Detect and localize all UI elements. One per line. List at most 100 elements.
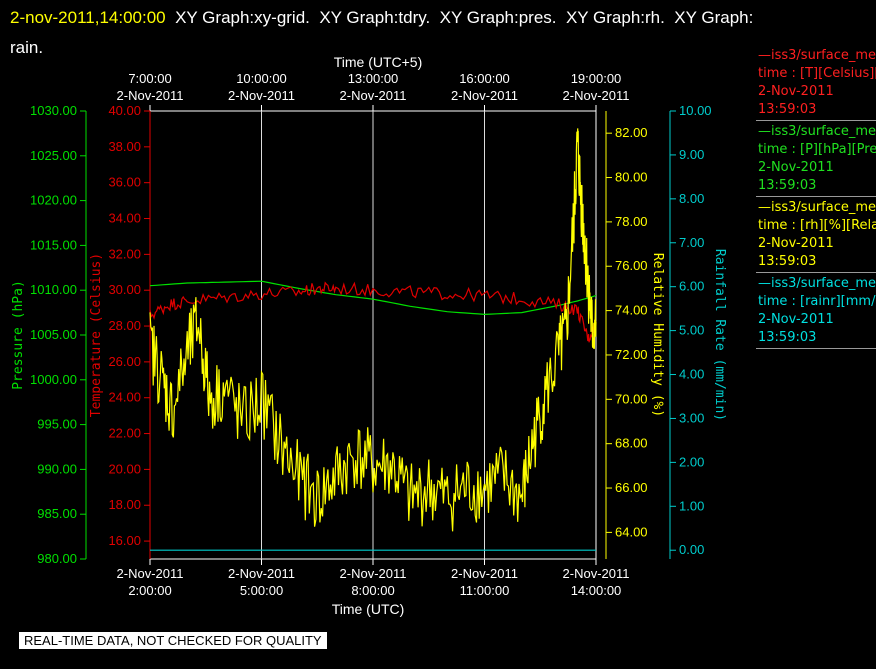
humidity-tick-label: 66.00 <box>615 480 648 495</box>
x-tick-label-time: 5:00:00 <box>240 583 283 598</box>
x-tick-label-time: 2:00:00 <box>128 583 171 598</box>
humidity-tick-label: 64.00 <box>615 524 648 539</box>
temperature-tick-label: 32.00 <box>108 246 141 261</box>
top-tick-label-time: 16:00:00 <box>459 71 510 86</box>
pressure-tick-label: 985.00 <box>37 506 77 521</box>
legend-entry-line: —iss3/surface_me <box>758 124 876 139</box>
rain-axis-label: Rainfall Rate (mm/min) <box>712 249 727 421</box>
chart-title: 2-nov-2011,14:00:00 XY Graph:xy-grid. XY… <box>10 3 860 63</box>
x-tick-label-time: 11:00:00 <box>460 583 510 598</box>
top-tick-label-date: 2-Nov-2011 <box>451 88 518 103</box>
series-line-pressure <box>149 280 597 316</box>
humidity-tick-label: 72.00 <box>615 347 648 362</box>
legend-entry-line: 2-Nov-2011 <box>758 236 834 251</box>
title-graph-list: XY Graph:xy-grid. XY Graph:tdry. XY Grap… <box>165 8 754 27</box>
top-tick-label-date: 2-Nov-2011 <box>117 88 184 103</box>
temperature-tick-label: 30.00 <box>108 282 141 297</box>
temperature-tick-label: 38.00 <box>108 139 141 154</box>
temperature-tick-label: 16.00 <box>108 533 141 548</box>
legend-entry-line: —iss3/surface_me <box>758 48 876 63</box>
humidity-tick-label: 70.00 <box>615 391 648 406</box>
temperature-tick-label: 26.00 <box>108 354 141 369</box>
legend-entry-line: 2-Nov-2011 <box>758 160 834 175</box>
humidity-tick-label: 82.00 <box>615 125 648 140</box>
temperature-tick-label: 24.00 <box>108 390 141 405</box>
pressure-tick-label: 1015.00 <box>30 237 77 252</box>
rain-tick-label: 3.00 <box>679 410 704 425</box>
legend-entry-line: time : [P][hPa][Pres <box>758 142 876 157</box>
series-line-humidity <box>149 128 597 532</box>
legend-entry-line: 13:59:03 <box>758 330 817 345</box>
legend-entry-line: 2-Nov-2011 <box>758 84 834 99</box>
rain-tick-label: 6.00 <box>679 279 704 294</box>
humidity-tick-label: 74.00 <box>615 303 648 318</box>
rain-tick-label: 2.00 <box>679 454 704 469</box>
temperature-tick-label: 40.00 <box>108 103 141 118</box>
humidity-tick-label: 76.00 <box>615 258 648 273</box>
temperature-tick-label: 36.00 <box>108 175 141 190</box>
humidity-tick-label: 78.00 <box>615 214 648 229</box>
rain-tick-label: 10.00 <box>679 103 712 118</box>
pressure-tick-label: 1020.00 <box>30 193 77 208</box>
x-tick-label-time: 14:00:00 <box>571 583 622 598</box>
legend-entry-line: 13:59:03 <box>758 102 817 117</box>
top-tick-label-date: 2-Nov-2011 <box>228 88 295 103</box>
quality-banner: REAL-TIME DATA, NOT CHECKED FOR QUALITY <box>19 632 327 649</box>
title-graph-list-continued: rain. <box>10 38 44 57</box>
rain-tick-label: 8.00 <box>679 191 704 206</box>
pressure-tick-label: 1030.00 <box>30 103 77 118</box>
legend-entry-line: 13:59:03 <box>758 254 817 269</box>
temperature-tick-label: 20.00 <box>108 461 141 476</box>
pressure-tick-label: 995.00 <box>37 417 77 432</box>
legend-entry-line: —iss3/surface_me <box>758 200 876 215</box>
top-tick-label-time: 13:00:00 <box>348 71 399 86</box>
pressure-tick-label: 990.00 <box>37 461 77 476</box>
rain-tick-label: 4.00 <box>679 367 704 382</box>
rain-tick-label: 1.00 <box>679 498 704 513</box>
x-tick-label-date: 2-Nov-2011 <box>563 566 630 581</box>
top-tick-label-time: 10:00:00 <box>236 71 287 86</box>
pressure-tick-label: 1000.00 <box>30 372 77 387</box>
temperature-tick-label: 34.00 <box>108 211 141 226</box>
top-tick-label-date: 2-Nov-2011 <box>340 88 407 103</box>
x-tick-label-date: 2-Nov-2011 <box>451 566 518 581</box>
humidity-tick-label: 68.00 <box>615 436 648 451</box>
legend-entry-line: 2-Nov-2011 <box>758 312 834 327</box>
x-tick-label-date: 2-Nov-2011 <box>228 566 295 581</box>
temperature-axis-label: Temperature (Celsius) <box>89 253 104 417</box>
x-tick-label-date: 2-Nov-2011 <box>117 566 184 581</box>
legend-entry-line: time : [rainr][mm/mi <box>758 294 876 309</box>
pressure-tick-label: 980.00 <box>37 551 77 566</box>
top-tick-label-time: 19:00:00 <box>571 71 622 86</box>
legend-entry-line: 13:59:03 <box>758 178 817 193</box>
legend-entry-line: time : [T][Celsius][T <box>758 66 876 81</box>
top-axis-label: Time (UTC+5) <box>334 54 423 70</box>
temperature-tick-label: 22.00 <box>108 426 141 441</box>
pressure-tick-label: 1010.00 <box>30 282 77 297</box>
x-axis-label: Time (UTC) <box>332 601 405 617</box>
legend-entry-line: time : [rh][%][Relati <box>758 218 876 233</box>
top-tick-label-date: 2-Nov-2011 <box>563 88 630 103</box>
legend-entry-line: —iss3/surface_me <box>758 276 876 291</box>
humidity-axis-label: Relative Humidity (%) <box>650 253 665 417</box>
x-tick-label-time: 8:00:00 <box>351 583 394 598</box>
humidity-tick-label: 80.00 <box>615 170 648 185</box>
x-tick-label-date: 2-Nov-2011 <box>340 566 407 581</box>
top-tick-label-time: 7:00:00 <box>128 71 171 86</box>
temperature-tick-label: 28.00 <box>108 318 141 333</box>
rain-tick-label: 9.00 <box>679 147 704 162</box>
pressure-tick-label: 1005.00 <box>30 327 77 342</box>
pressure-tick-label: 1025.00 <box>30 148 77 163</box>
legend: —iss3/surface_me time : [T][Celsius][T 2-N… <box>756 47 876 351</box>
rain-tick-label: 0.00 <box>679 542 704 557</box>
rain-tick-label: 5.00 <box>679 323 704 338</box>
title-datetime: 2-nov-2011,14:00:00 <box>10 8 166 27</box>
rain-tick-label: 7.00 <box>679 235 704 250</box>
temperature-tick-label: 18.00 <box>108 497 141 512</box>
pressure-axis-label: Pressure (hPa) <box>11 280 26 390</box>
